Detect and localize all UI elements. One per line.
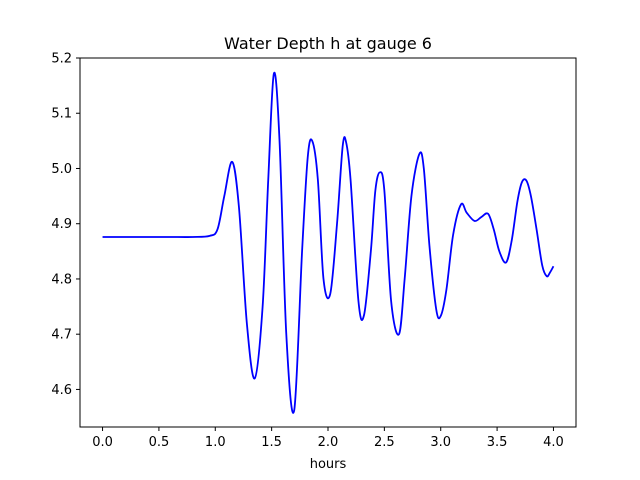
x-tick-label: 0.5: [149, 435, 170, 450]
y-tick-label: 5.0: [51, 162, 72, 177]
x-tick-label: 0.0: [92, 435, 113, 450]
x-tick-label: 1.0: [205, 435, 226, 450]
y-tick-label: 5.1: [51, 107, 72, 122]
x-tick-label: 2.5: [374, 435, 395, 450]
x-tick-label: 2.0: [318, 435, 339, 450]
chart-title: Water Depth h at gauge 6: [224, 34, 432, 53]
y-tick-label: 4.6: [51, 383, 72, 398]
x-tick-label: 3.5: [487, 435, 508, 450]
x-tick-label: 4.0: [543, 435, 564, 450]
x-tick-label: 1.5: [261, 435, 282, 450]
y-tick-label: 4.8: [51, 272, 72, 287]
y-tick-label: 4.9: [51, 217, 72, 232]
y-tick-label: 4.7: [51, 328, 72, 343]
series-line-water-depth: [102, 71, 555, 414]
y-tick-label: 5.2: [51, 52, 72, 67]
x-axis-label: hours: [310, 457, 347, 472]
x-tick-label: 3.0: [430, 435, 451, 450]
